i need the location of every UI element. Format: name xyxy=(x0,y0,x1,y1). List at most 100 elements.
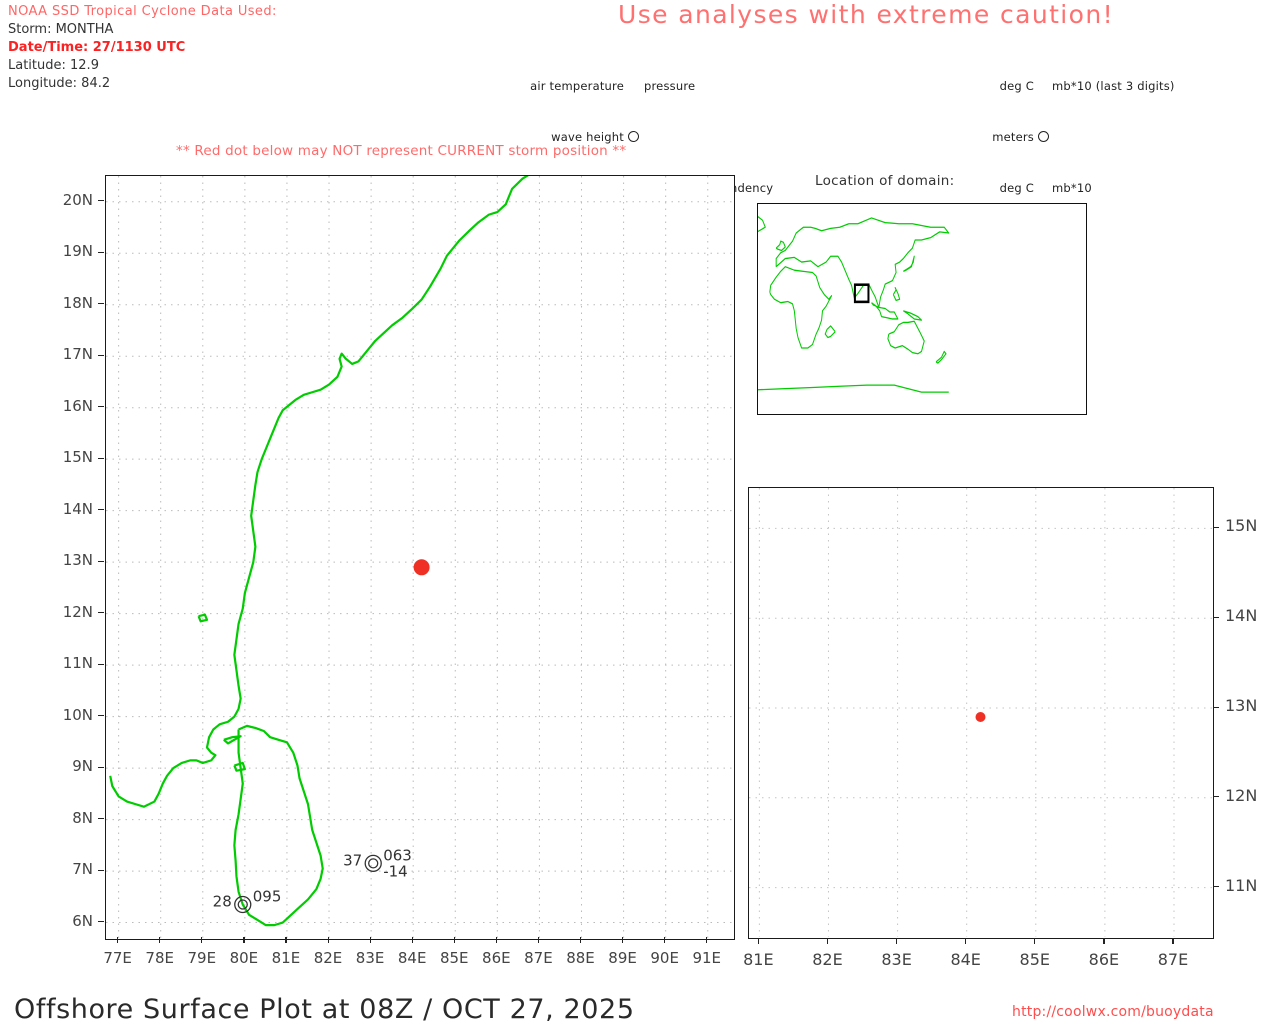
x-axis-label: 90E xyxy=(650,949,679,967)
y-axis-label: 8N xyxy=(72,808,93,827)
x-axis-label: 80E xyxy=(229,949,259,967)
legend-units-pressure: mb*10 (last 3 digits) xyxy=(1052,78,1175,93)
storm-datetime: Date/Time: 27/1130 UTC xyxy=(8,40,186,55)
y-axis-label: 11N xyxy=(1225,875,1258,895)
y-tick-mark xyxy=(1213,526,1219,529)
x-tick-mark xyxy=(327,937,329,943)
x-tick-mark xyxy=(453,937,455,943)
x-tick-mark xyxy=(1103,938,1105,944)
y-axis-label: 19N xyxy=(62,242,93,261)
y-tick-mark xyxy=(98,818,104,820)
y-axis-label: 16N xyxy=(62,396,93,415)
x-axis-label: 81E xyxy=(743,950,774,969)
x-axis-label: 85E xyxy=(1019,950,1051,969)
x-axis-label: 84E xyxy=(397,949,427,967)
world-locator-map[interactable] xyxy=(757,203,1087,415)
x-tick-mark xyxy=(411,937,413,943)
page-title: Offshore Surface Plot at 08Z / OCT 27, 2… xyxy=(14,994,635,1025)
x-tick-mark xyxy=(243,937,245,943)
y-tick-mark xyxy=(98,251,104,253)
noaa-source-line: NOAA SSD Tropical Cyclone Data Used: xyxy=(8,4,277,19)
circle-icon xyxy=(1038,131,1049,142)
x-axis-label: 77E xyxy=(103,949,132,967)
y-tick-mark xyxy=(98,663,104,665)
station-model-legend-right: deg C mb*10 (last 3 digits) meters deg C… xyxy=(988,41,1175,213)
legend-units-air-temp: deg C xyxy=(999,78,1034,93)
zoom-map-canvas xyxy=(749,488,1212,937)
x-axis-label: 78E xyxy=(145,949,174,967)
y-tick-mark xyxy=(98,303,104,305)
svg-text:28: 28 xyxy=(213,893,232,911)
x-axis-label: 82E xyxy=(313,949,343,967)
y-tick-mark xyxy=(98,560,104,562)
x-tick-mark xyxy=(1034,938,1036,944)
legend-units-wave-height: meters xyxy=(992,129,1034,144)
y-axis-label: 13N xyxy=(62,551,93,570)
world-coastline-canvas xyxy=(758,216,950,393)
x-tick-mark xyxy=(706,937,708,943)
y-axis-label: 14N xyxy=(62,499,93,518)
x-tick-mark xyxy=(896,938,898,944)
x-tick-mark xyxy=(757,938,760,944)
y-tick-mark xyxy=(98,921,104,923)
x-axis-label: 87E xyxy=(1157,950,1189,969)
x-tick-mark xyxy=(201,937,203,943)
y-axis-label: 17N xyxy=(62,345,93,364)
y-tick-mark xyxy=(1213,706,1219,708)
y-tick-mark xyxy=(98,457,104,459)
svg-text:-14: -14 xyxy=(383,862,408,880)
y-axis-label: 14N xyxy=(1225,606,1258,626)
x-axis-label: 85E xyxy=(439,949,469,967)
y-axis-label: 12N xyxy=(62,602,93,621)
y-tick-mark xyxy=(98,406,104,408)
y-axis-label: 20N xyxy=(62,190,93,209)
x-axis-label: 91E xyxy=(692,949,722,967)
x-axis-label: 84E xyxy=(950,950,981,969)
y-tick-mark xyxy=(1213,886,1219,888)
storm-name: Storm: MONTHA xyxy=(8,22,114,37)
y-axis-label: 12N xyxy=(1225,785,1258,805)
x-axis-label: 86E xyxy=(482,949,511,967)
x-tick-mark xyxy=(369,937,371,943)
y-axis-label: 11N xyxy=(62,654,93,673)
x-axis-label: 79E xyxy=(187,949,217,967)
x-tick-mark xyxy=(285,937,287,943)
y-axis-label: 6N xyxy=(72,911,93,930)
y-tick-mark xyxy=(98,715,104,717)
y-tick-mark xyxy=(98,766,104,768)
legend-units-sea-temp: deg C xyxy=(999,180,1034,195)
storm-position-warning: ** Red dot below may NOT represent CURRE… xyxy=(176,143,627,159)
x-tick-mark xyxy=(537,937,540,943)
legend-pressure-label: pressure xyxy=(644,78,696,93)
main-map-panel[interactable]: 37 063 -14 28 095 xyxy=(105,175,735,940)
y-tick-mark xyxy=(1213,616,1219,618)
zoom-map-panel[interactable] xyxy=(748,487,1214,939)
y-axis-label: 15N xyxy=(1225,516,1258,536)
x-axis-label: 87E xyxy=(524,949,553,967)
x-tick-mark xyxy=(1172,938,1174,944)
x-tick-mark xyxy=(664,937,666,943)
x-axis-label: 81E xyxy=(271,949,301,967)
y-axis-label: 10N xyxy=(62,705,93,724)
y-axis-label: 9N xyxy=(72,757,93,776)
x-tick-mark xyxy=(622,937,624,943)
y-tick-mark xyxy=(98,354,104,356)
x-tick-mark xyxy=(117,937,119,943)
legend-air-temperature-label: air temperature xyxy=(530,78,624,93)
x-axis-label: 83E xyxy=(881,950,912,969)
x-axis-label: 86E xyxy=(1088,950,1120,969)
y-tick-mark xyxy=(98,612,104,614)
x-tick-mark xyxy=(495,937,498,943)
x-axis-label: 82E xyxy=(812,950,843,969)
y-tick-mark xyxy=(98,869,104,871)
y-axis-label: 18N xyxy=(62,293,93,312)
x-tick-mark xyxy=(826,938,829,944)
circle-icon xyxy=(628,131,639,142)
main-map-canvas: 37 063-14 28 095 xyxy=(106,176,733,938)
svg-text:095: 095 xyxy=(253,888,282,906)
x-axis-label: 83E xyxy=(355,949,385,967)
y-tick-mark xyxy=(98,509,104,511)
caution-banner: Use analyses with extreme caution! xyxy=(618,0,1114,29)
inset-map-title: Location of domain: xyxy=(815,173,955,189)
source-url-link[interactable]: http://coolwx.com/buoydata xyxy=(1012,1004,1214,1020)
